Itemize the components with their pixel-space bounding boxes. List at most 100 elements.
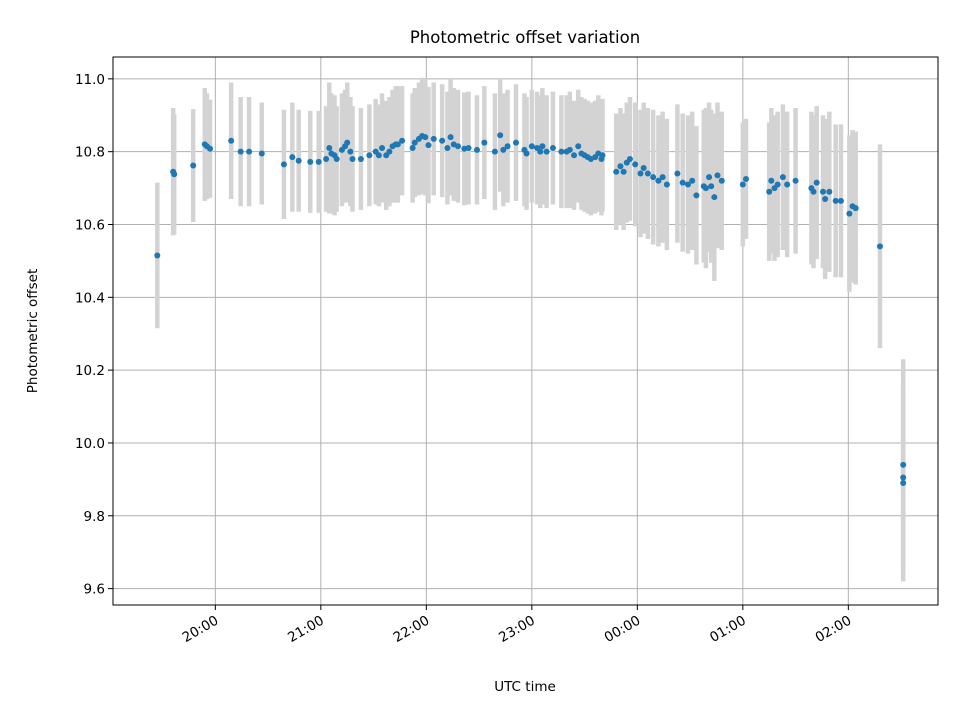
data-point: [422, 134, 429, 141]
data-point: [617, 163, 624, 170]
data-point: [497, 132, 504, 139]
data-point: [822, 196, 829, 203]
y-axis-ticks: 9.6 9.8 10.0 10.2 10.4 10.6 10.8 11.0: [75, 72, 113, 598]
data-point: [779, 174, 786, 181]
data-point: [810, 188, 817, 195]
data-point: [813, 179, 820, 186]
data-point: [766, 188, 773, 195]
data-point: [307, 158, 314, 165]
data-point: [207, 145, 214, 152]
data-point: [599, 152, 606, 159]
data-point: [549, 145, 556, 152]
data-point: [693, 192, 700, 199]
data-point: [820, 188, 827, 195]
y-tick-label: 9.8: [84, 509, 105, 525]
data-point: [454, 143, 461, 150]
data-point: [714, 172, 721, 179]
data-point: [366, 152, 373, 159]
data-point: [784, 181, 791, 188]
y-tick-label: 10.8: [75, 145, 105, 161]
data-point: [674, 170, 681, 177]
data-point: [706, 174, 713, 181]
data-point: [386, 148, 393, 155]
x-axis-label: UTC time: [494, 679, 556, 695]
data-point: [900, 480, 907, 487]
y-tick-label: 10.2: [75, 363, 105, 379]
data-point: [558, 148, 565, 155]
data-point: [491, 148, 498, 155]
data-point: [295, 157, 302, 164]
data-point: [718, 177, 725, 184]
data-point: [481, 139, 488, 146]
data-point: [826, 188, 833, 195]
data-point: [258, 150, 265, 157]
data-point: [659, 174, 666, 181]
data-point: [774, 181, 781, 188]
data-point: [349, 155, 356, 162]
data-point: [280, 161, 287, 168]
data-point: [333, 155, 340, 162]
data-point: [154, 252, 161, 259]
data-points: [154, 132, 907, 487]
data-point: [444, 145, 451, 152]
data-point: [409, 145, 416, 152]
data-point: [640, 165, 647, 172]
data-point: [504, 143, 511, 150]
data-point: [237, 148, 244, 155]
data-point: [473, 146, 480, 153]
data-point: [742, 175, 749, 182]
data-point: [739, 181, 746, 188]
data-point: [663, 181, 670, 188]
data-point: [900, 474, 907, 481]
y-axis-label: Photometric offset: [25, 269, 41, 393]
data-point: [650, 174, 657, 181]
data-point: [411, 139, 418, 146]
data-point: [620, 168, 627, 175]
data-point: [357, 155, 364, 162]
data-point: [543, 148, 550, 155]
data-point: [465, 145, 472, 152]
y-tick-label: 11.0: [75, 72, 105, 88]
data-point: [425, 142, 432, 149]
data-point: [447, 134, 454, 141]
data-point: [528, 143, 535, 150]
chart-title: Photometric offset variation: [410, 28, 640, 47]
data-point: [228, 137, 235, 144]
data-point: [513, 139, 520, 146]
data-point: [655, 177, 662, 184]
data-point: [539, 143, 546, 150]
data-point: [323, 155, 330, 162]
data-point: [394, 141, 401, 148]
data-point: [289, 154, 296, 161]
data-point: [379, 145, 386, 152]
data-point: [246, 148, 253, 155]
data-point: [846, 210, 853, 217]
data-point: [626, 155, 633, 162]
data-point: [684, 181, 691, 188]
data-point: [190, 162, 197, 169]
data-point: [637, 170, 644, 177]
y-tick-label: 10.6: [75, 217, 105, 233]
data-point: [702, 185, 709, 192]
data-point: [632, 161, 639, 168]
y-tick-label: 9.6: [84, 582, 105, 598]
data-point: [689, 177, 696, 184]
data-point: [613, 168, 620, 175]
data-point: [852, 205, 859, 212]
y-tick-label: 10.0: [75, 436, 105, 452]
data-point: [575, 143, 582, 150]
y-tick-label: 10.4: [75, 290, 105, 306]
data-point: [900, 461, 907, 468]
data-point: [537, 148, 544, 155]
data-point: [876, 243, 883, 250]
data-point: [523, 150, 530, 157]
data-point: [375, 152, 382, 159]
data-point: [644, 170, 651, 177]
data-point: [500, 146, 507, 153]
data-point: [837, 197, 844, 204]
data-point: [439, 137, 446, 144]
data-point: [832, 197, 839, 204]
data-point: [315, 158, 322, 165]
data-point: [344, 139, 351, 146]
